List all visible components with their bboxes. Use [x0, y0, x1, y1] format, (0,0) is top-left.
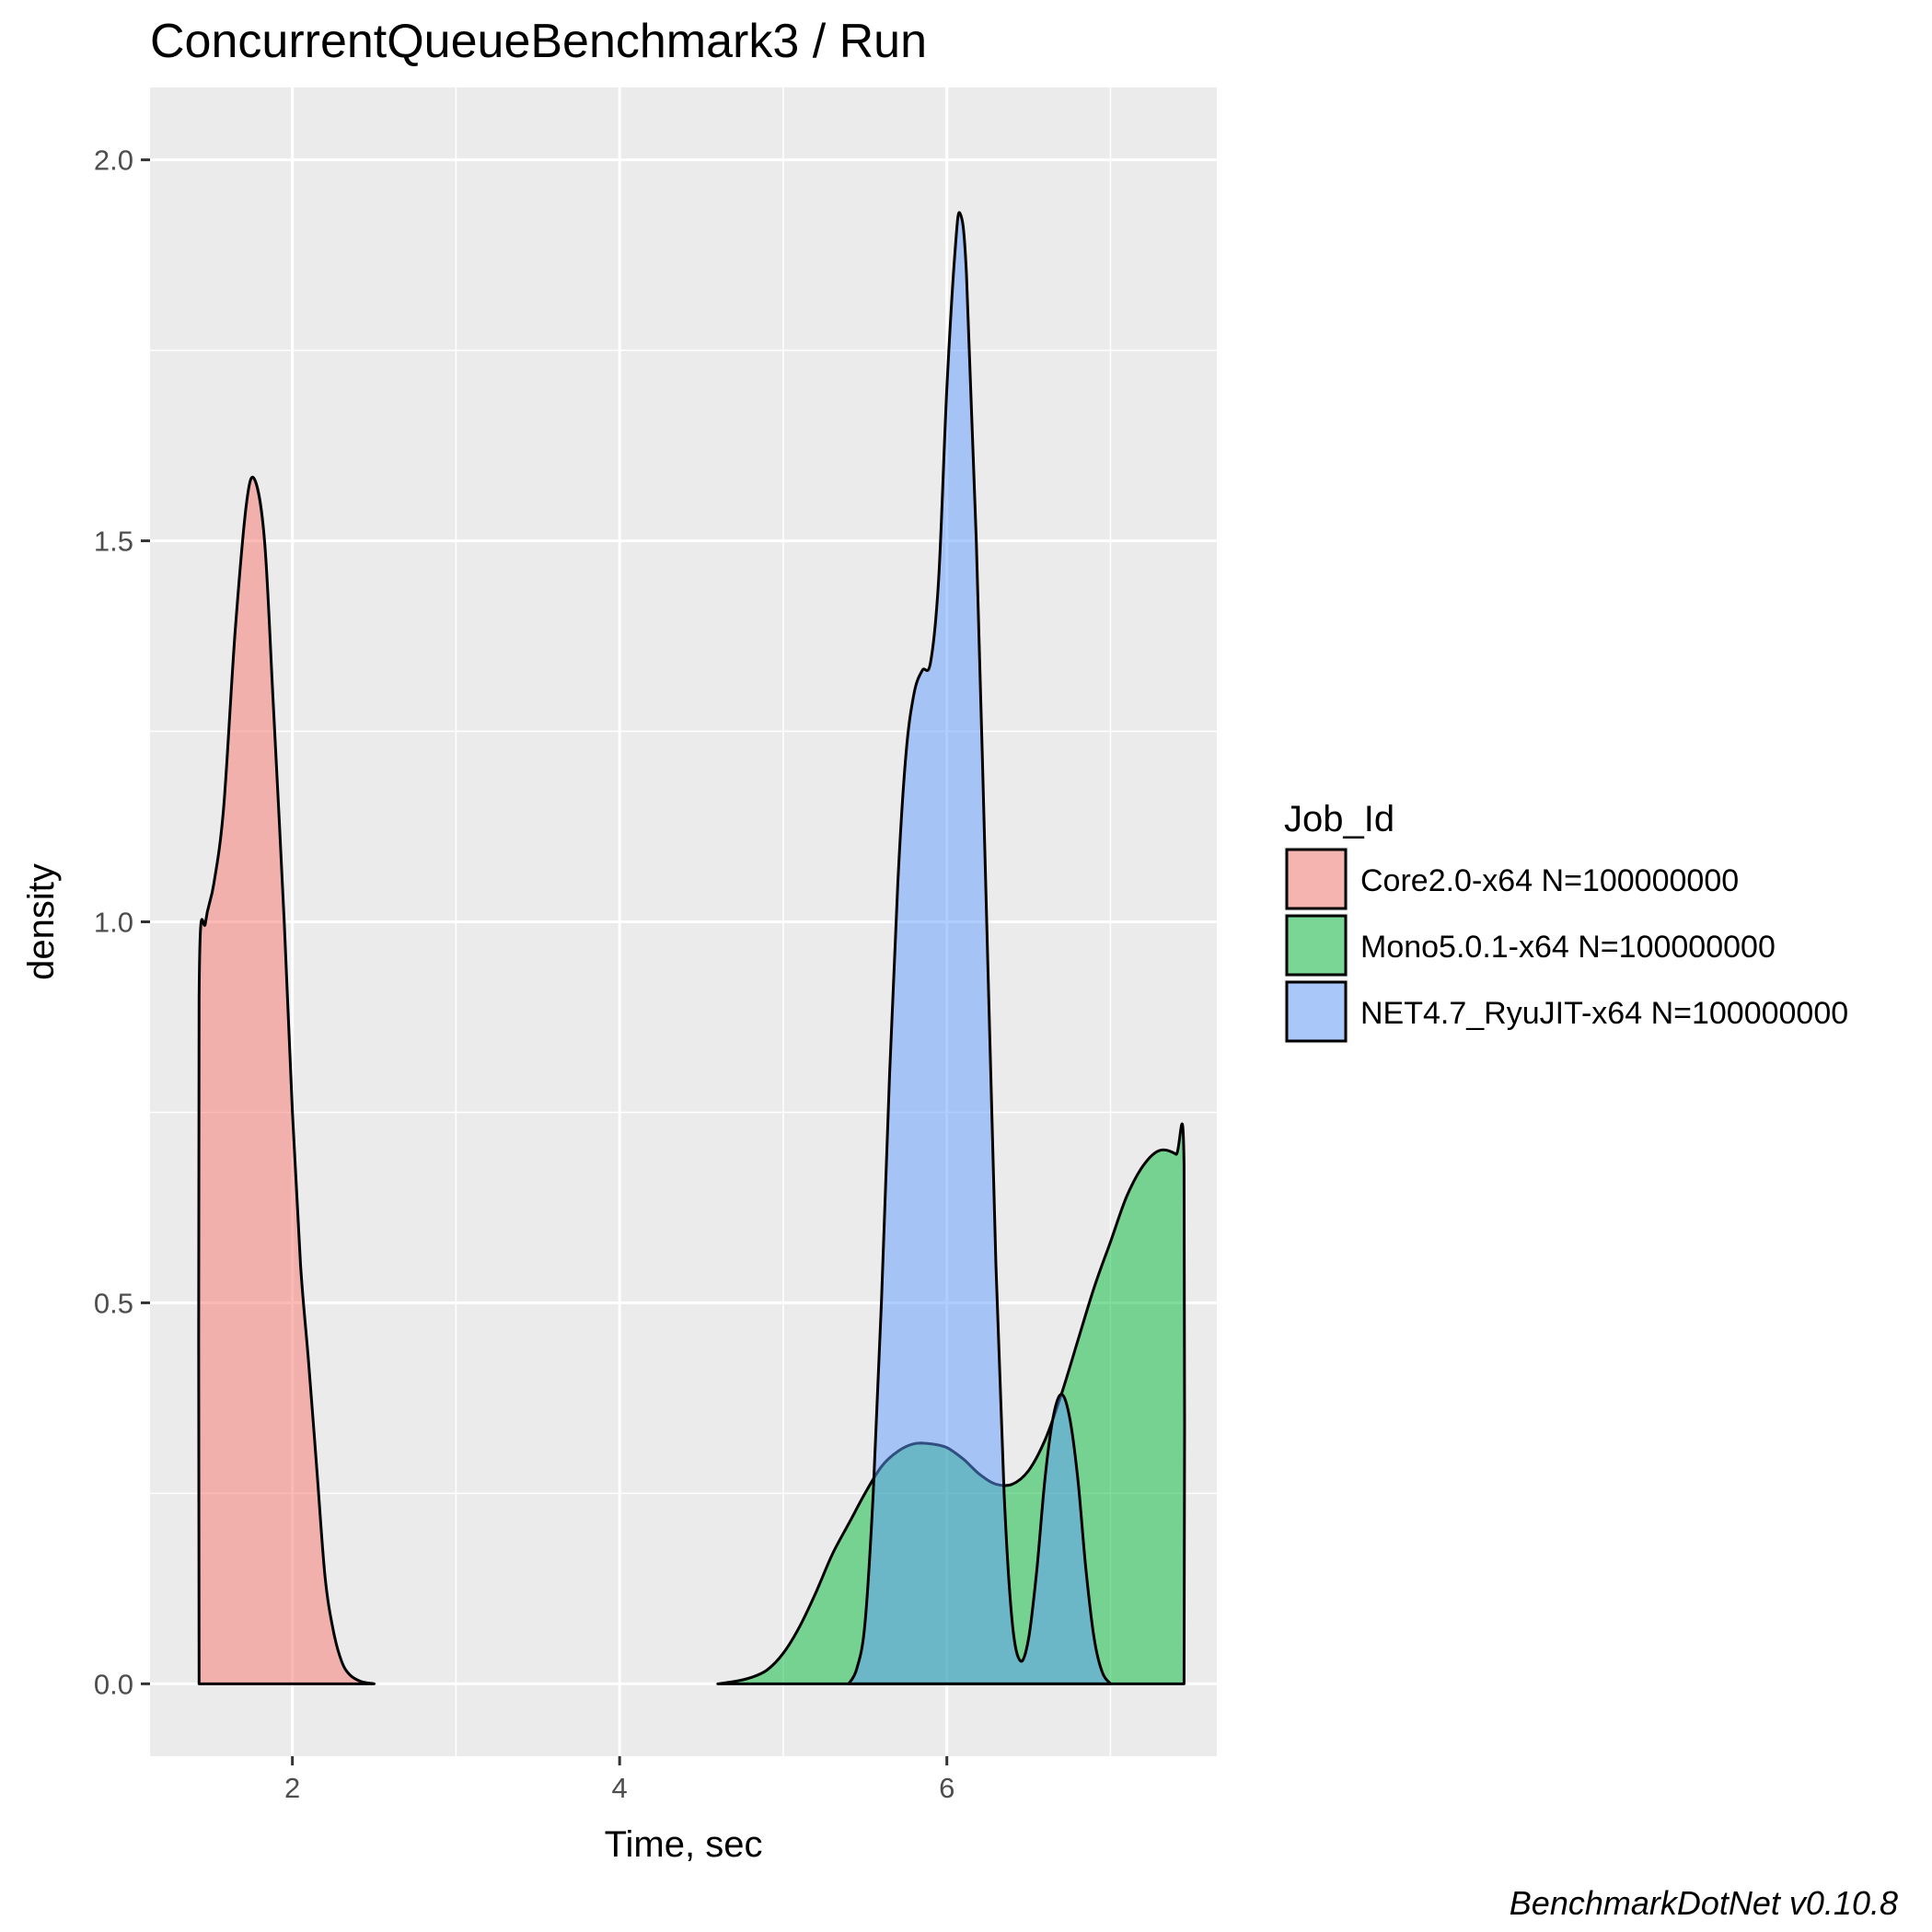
legend: Job_Id Core2.0-x64 N=100000000 Mono5.0.1-… — [1284, 799, 1848, 1044]
y-tick-label: 1.5 — [94, 526, 133, 558]
y-tick-label: 1.0 — [94, 907, 133, 939]
x-tick-label: 2 — [284, 1772, 300, 1804]
y-tick-label: 2.0 — [94, 145, 133, 177]
y-axis-title: density — [21, 863, 62, 980]
series-layer — [197, 211, 1186, 1685]
density-area-series-3 — [847, 211, 1112, 1685]
x-tick-label: 6 — [939, 1772, 954, 1804]
legend-title: Job_Id — [1284, 799, 1394, 839]
caption: BenchmarkDotNet v0.10.8 — [1510, 1884, 1898, 1922]
axis-tick-labels: 2 4 6 0.0 0.5 1.0 1.5 2.0 — [94, 145, 954, 1804]
density-area-series-1 — [197, 475, 376, 1685]
axis-ticks — [141, 158, 949, 1765]
x-tick-label: 4 — [612, 1772, 628, 1804]
legend-entry-label: Core2.0-x64 N=100000000 — [1360, 863, 1739, 898]
chart-title: ConcurrentQueueBenchmark3 / Run — [150, 15, 927, 68]
legend-key-swatch — [1285, 914, 1348, 977]
y-tick-label: 0.0 — [94, 1668, 133, 1700]
legend-entry-label: NET4.7_RyuJIT-x64 N=100000000 — [1360, 996, 1848, 1031]
y-tick-label: 0.5 — [94, 1287, 133, 1319]
legend-key-swatch — [1285, 980, 1348, 1043]
legend-entry-label: Mono5.0.1-x64 N=100000000 — [1360, 930, 1776, 965]
legend-key-swatch — [1285, 848, 1348, 910]
x-axis-title: Time, sec — [605, 1824, 763, 1865]
